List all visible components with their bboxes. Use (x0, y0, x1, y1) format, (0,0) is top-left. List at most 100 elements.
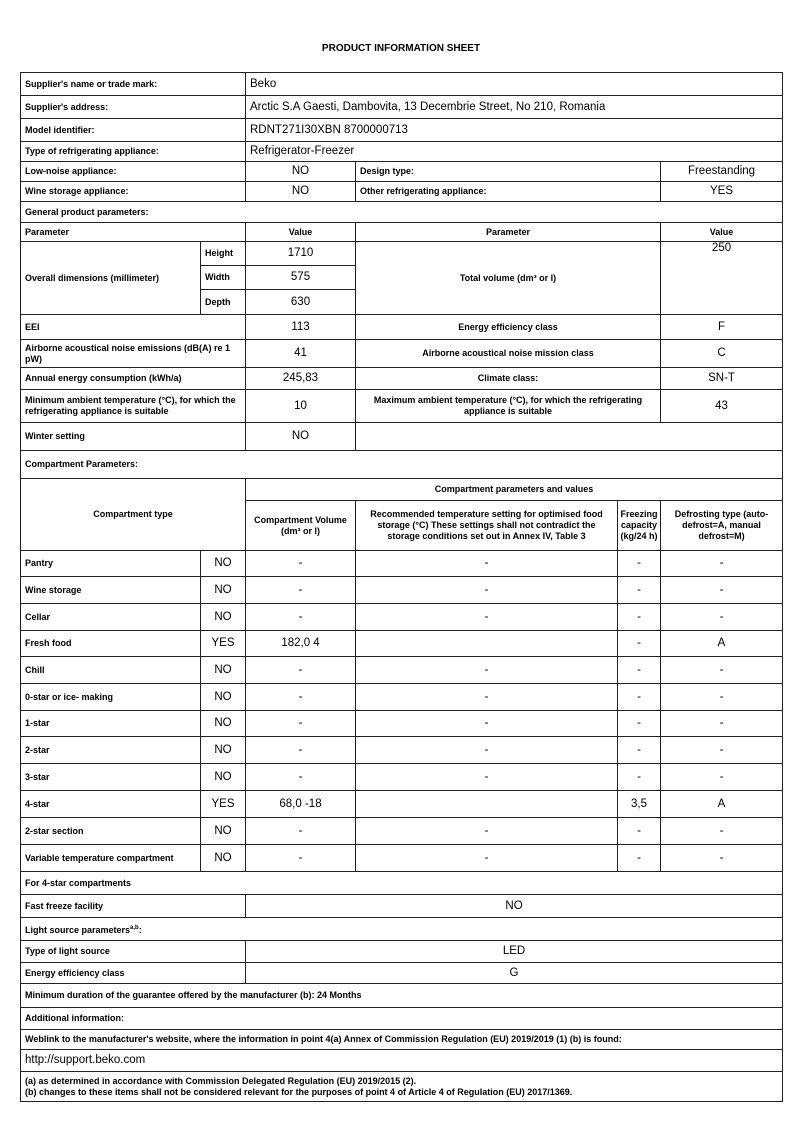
compartment-name: Wine storage (20, 576, 201, 604)
compartment-name: 3-star (20, 763, 201, 791)
compartment-present: NO (200, 683, 246, 711)
compartment-temp: - (355, 736, 618, 764)
compartment-volume: - (245, 710, 356, 737)
guarantee-text: Minimum duration of the guarantee offere… (19, 983, 784, 1008)
fast-freeze-label: Fast freeze facility (20, 894, 246, 918)
dimensions-label: Overall dimensions (millimeter) (20, 241, 201, 315)
dimension-height-row: Overall dimensions (millimeter) Height 171… (20, 241, 784, 315)
total-volume-label: Total volume (dm³ or l) (355, 241, 661, 315)
light-type-value: LED (244, 940, 784, 963)
param-header-2: Parameter (355, 222, 661, 242)
compartment-row: 2-star section NO - - - - (20, 817, 784, 845)
guarantee-row: Minimum duration of the guarantee offere… (19, 983, 784, 1008)
compartment-volume: 68,0 -18 (245, 790, 356, 818)
supplier-name-value: Beko (244, 72, 784, 96)
compartment-freezing: - (617, 763, 661, 791)
page-title: PRODUCT INFORMATION SHEET (321, 43, 481, 54)
compartment-name: Cellar (20, 603, 201, 631)
compartment-name: Variable temperature compartment (20, 844, 201, 872)
footnotes-row: (a) as determined in accordance with Com… (19, 1071, 784, 1102)
light-type-row: Type of light source LED (20, 940, 784, 963)
value-header: Value (245, 222, 356, 242)
compartment-defrost: A (659, 790, 784, 818)
compartment-row: Pantry NO - - - - (20, 550, 784, 577)
eei-label: EEI (20, 314, 246, 340)
compartment-row: Wine storage NO - - - - (20, 576, 784, 604)
compartment-name: 2-star section (20, 817, 201, 845)
compartment-present: NO (200, 736, 246, 764)
compartment-name: 2-star (20, 736, 201, 764)
compartment-freezing: - (617, 630, 661, 657)
model-label: Model identifier: (20, 118, 246, 142)
low-noise-value: NO (245, 161, 356, 182)
noise-label: Airborne acoustical noise emissions (dB(… (20, 339, 246, 368)
low-noise-row: Low-noise appliance: NO Design type: Freest… (20, 161, 784, 182)
wine-storage-value: NO (245, 181, 356, 202)
max-temp-label: Maximum ambient temperature (°C), for wh… (355, 389, 661, 423)
compartment-row: 1-star NO - - - - (20, 710, 784, 737)
appliance-type-row: Type of refrigerating appliance: Refriger… (20, 141, 784, 162)
compartment-defrost: - (659, 656, 784, 684)
compartment-temp: - (355, 576, 618, 604)
fast-freeze-row: Fast freeze facility NO (20, 894, 784, 918)
compartment-freezing: - (617, 736, 661, 764)
url-row: http://support.beko.com (19, 1049, 784, 1072)
fast-freeze-value: NO (244, 894, 784, 918)
min-temp-label: Minimum ambient temperature (°C), for wh… (20, 389, 246, 423)
compartment-name: 4-star (20, 790, 201, 818)
support-url-link[interactable]: http://support.beko.com (19, 1049, 784, 1072)
compartment-defrost: A (659, 630, 784, 657)
compartment-temp: - (355, 656, 618, 684)
compartment-row: Chill NO - - - - (20, 656, 784, 684)
climate-class-value: SN-T (659, 367, 784, 390)
compartment-type-header: Compartment type (20, 478, 246, 551)
compartment-defrost: - (659, 683, 784, 711)
compartment-volume: - (245, 817, 356, 845)
compartment-row: Variable temperature compartment NO - - - - (20, 844, 784, 872)
compartment-freezing: - (617, 576, 661, 604)
compartment-row: 4-star YES 68,0 -18 3,5 A (20, 790, 784, 818)
energy-class-value: F (659, 314, 784, 340)
compartment-freezing: - (617, 710, 661, 737)
compartment-volume: - (245, 683, 356, 711)
annual-energy-value: 245,83 (245, 367, 356, 390)
general-header-row: General product parameters: (19, 201, 784, 223)
width-label: Width (200, 265, 246, 290)
value-header-2: Value (659, 222, 784, 242)
compartment-temp: - (355, 683, 618, 711)
model-value: RDNT271I30XBN 8700000713 (244, 118, 784, 142)
height-value: 1710 (245, 241, 356, 266)
compartment-name: 0-star or ice- making (20, 683, 201, 711)
wine-storage-label: Wine storage appliance: (20, 181, 246, 202)
supplier-address-label: Supplier's address: (20, 95, 246, 119)
eei-row: EEI 113 Energy efficiency class F (20, 314, 784, 340)
compartment-freezing: - (617, 683, 661, 711)
design-type-label: Design type: (355, 161, 661, 182)
annual-energy-label: Annual energy consumption (kWh/a) (20, 367, 246, 390)
compartment-volume: - (245, 656, 356, 684)
compartment-header: Compartment Parameters: (19, 450, 784, 479)
compartment-volume: - (245, 603, 356, 631)
winter-label: Winter setting (20, 422, 246, 451)
model-row: Model identifier: RDNT271I30XBN 870000071… (20, 118, 784, 142)
compartment-volume: - (245, 550, 356, 577)
additional-text: Additional information: (19, 1007, 784, 1030)
energy-class-label: Energy efficiency class (355, 314, 661, 340)
compartment-row: Fresh food YES 182,0 4 -A (20, 630, 784, 657)
compartment-defrost: - (659, 736, 784, 764)
weblink-label-row: Weblink to the manufacturer's website, w… (19, 1029, 784, 1050)
four-star-header: For 4-star compartments (19, 871, 784, 895)
depth-value: 630 (245, 289, 356, 315)
compartment-freezing: - (617, 656, 661, 684)
design-type-value: Freestanding (659, 161, 784, 182)
compartment-name: Chill (20, 656, 201, 684)
footnote-a: (a) as determined in accordance with Com… (25, 1075, 417, 1086)
light-header-label: Light source parameters (25, 924, 131, 935)
ambient-temp-row: Minimum ambient temperature (°C), for wh… (20, 389, 784, 423)
supplier-name-label: Supplier's name or trade mark: (20, 72, 246, 96)
compartment-temp: - (355, 603, 618, 631)
noise-value: 41 (245, 339, 356, 368)
noise-class-value: C (659, 339, 784, 368)
compartment-present: YES (200, 630, 246, 657)
compartment-volume: - (245, 736, 356, 764)
